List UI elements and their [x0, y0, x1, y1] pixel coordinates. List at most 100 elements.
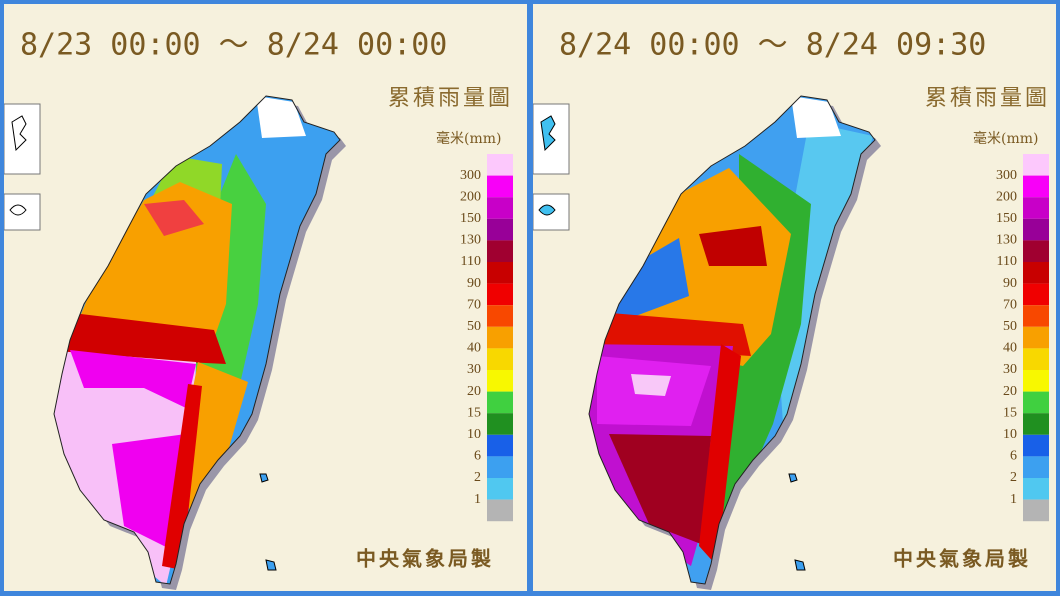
legend-label: 130: [996, 233, 1017, 248]
map-title: 累積雨量圖: [925, 86, 1050, 111]
legend-label: 150: [996, 211, 1017, 226]
map-title: 累積雨量圖: [388, 86, 513, 111]
coastline: [588, 95, 876, 585]
legend-label: 70: [467, 297, 481, 312]
rain-area: [699, 344, 741, 566]
time-range: 8/24 00:00 ～ 8/24 09:30: [559, 28, 986, 63]
rain-area: [791, 96, 841, 138]
legend-swatch: [487, 456, 513, 478]
legend-label: 15: [1003, 405, 1017, 420]
island: [538, 204, 556, 216]
legend-swatch: [1023, 348, 1049, 370]
legend-label: 30: [467, 362, 481, 377]
time-range: 8/23 00:00 ～ 8/24 00:00: [20, 28, 447, 63]
legend-label: 150: [460, 211, 481, 226]
legend-swatch: [487, 413, 513, 435]
legend-swatch: [1023, 456, 1049, 478]
island: [540, 115, 556, 152]
rain-map-panel: 8/24 00:00 ～ 8/24 09:30 累積雨量圖 毫米(mm) 中央氣…: [533, 4, 1056, 591]
legend-swatch: [1023, 434, 1049, 457]
legend-label: 40: [467, 341, 481, 356]
island: [794, 559, 806, 571]
legend-swatch: [1023, 499, 1049, 522]
legend-label: 200: [460, 189, 481, 204]
legend-swatch: [487, 499, 513, 522]
legend-label: 2: [1010, 470, 1017, 485]
legend-swatch: [487, 262, 513, 284]
rain-area: [699, 226, 767, 266]
rain-area: [609, 434, 711, 544]
legend-swatch: [1023, 326, 1049, 349]
legend-swatch: [487, 283, 513, 306]
island: [9, 204, 27, 216]
rain-area: [112, 434, 186, 548]
legend-swatch: [1023, 478, 1049, 500]
rain-area: [609, 168, 791, 366]
legend-swatch: [1023, 154, 1049, 176]
legend-swatch: [1023, 391, 1049, 414]
legend-label: 300: [460, 168, 481, 183]
legend-label: 110: [997, 254, 1017, 269]
legend-label: 1: [1010, 492, 1017, 507]
legend-label: 30: [1003, 362, 1017, 377]
legend-label: 70: [1003, 297, 1017, 312]
legend-swatch: [1023, 305, 1049, 327]
rain-map-panel: 8/23 00:00 ～ 8/24 00:00 累積雨量圖 毫米(mm) 中央氣…: [4, 4, 527, 591]
legend-label: 40: [1003, 341, 1017, 356]
legend-label: 110: [461, 254, 481, 269]
legend-swatch: [1023, 175, 1049, 198]
legend-swatch: [1023, 262, 1049, 284]
legend-swatch: [1023, 283, 1049, 306]
legend-label: 20: [467, 384, 481, 399]
legend-swatch: [487, 240, 513, 262]
legend-swatch: [1023, 218, 1049, 241]
legend-swatch: [487, 218, 513, 241]
legend-label: 6: [474, 449, 481, 464]
island: [788, 473, 798, 483]
taiwan-map: [53, 95, 346, 590]
legend-label: 50: [1003, 319, 1017, 334]
credit: 中央氣象局製: [356, 547, 494, 571]
taiwan-map: [588, 95, 881, 590]
legend-swatch: [487, 348, 513, 370]
rain-area: [70, 350, 196, 408]
rain-area: [256, 96, 306, 138]
legend-label: 6: [1010, 449, 1017, 464]
island: [11, 115, 27, 152]
rain-area: [609, 238, 689, 326]
legend-swatch: [1023, 240, 1049, 262]
unit-label: 毫米(mm): [436, 130, 501, 147]
legend-label: 20: [1003, 384, 1017, 399]
rain-layers: [54, 96, 340, 584]
legend-label: 1: [474, 492, 481, 507]
legend-label: 15: [467, 405, 481, 420]
legend-label: 90: [1003, 276, 1017, 291]
legend-swatch: [487, 434, 513, 457]
rain-area: [144, 200, 204, 236]
rain-area: [62, 312, 226, 364]
legend-swatch: [1023, 197, 1049, 219]
legend-swatch: [487, 391, 513, 414]
legend-swatch: [487, 305, 513, 327]
legend-label: 10: [1003, 427, 1017, 442]
coastline: [53, 95, 341, 585]
map: 8/24 00:00 ～ 8/24 09:30 累積雨量圖 毫米(mm) 中央氣…: [533, 28, 1050, 590]
legend-label: 200: [996, 189, 1017, 204]
legend-label: 50: [467, 319, 481, 334]
credit: 中央氣象局製: [893, 547, 1031, 571]
map: 8/23 00:00 ～ 8/24 00:00 累積雨量圖 毫米(mm) 中央氣…: [4, 28, 513, 590]
legend-swatch: [1023, 370, 1049, 392]
legend-label: 10: [467, 427, 481, 442]
legend-swatch: [487, 197, 513, 219]
rain-area: [631, 374, 671, 396]
legend-swatch: [487, 326, 513, 349]
legend-label: 300: [996, 168, 1017, 183]
legend-swatch: [1023, 413, 1049, 435]
legend-label: 130: [460, 233, 481, 248]
legend-label: 90: [467, 276, 481, 291]
island: [259, 473, 269, 483]
island: [265, 559, 277, 571]
rain-area: [162, 384, 202, 570]
legend-swatch: [487, 478, 513, 500]
